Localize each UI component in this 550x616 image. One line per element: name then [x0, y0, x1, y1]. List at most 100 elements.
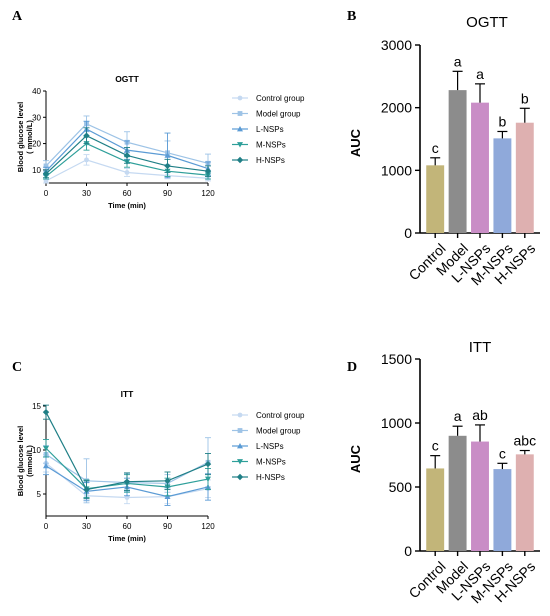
x-tick-label: 90: [163, 189, 172, 198]
significance-letter: abc: [514, 433, 537, 449]
significance-letter: a: [454, 53, 462, 69]
y-tick-label: 2000: [381, 100, 412, 116]
bar: [471, 441, 489, 551]
x-tick-label: 120: [201, 522, 215, 531]
y-axis-label: AUC: [348, 444, 363, 473]
y-tick-label: 40: [32, 87, 41, 96]
bar: [448, 435, 467, 551]
data-point: [123, 478, 131, 485]
legend-marker: [236, 473, 244, 481]
data-point: [164, 477, 171, 484]
y-tick-label: 10: [32, 446, 41, 455]
data-point: [204, 167, 212, 175]
significance-letter: c: [432, 140, 439, 156]
y-tick-label: 1000: [381, 415, 412, 431]
x-tick-label: 0: [44, 522, 49, 531]
x-tick-label: 0: [44, 189, 49, 198]
y-axis-label: (mmol/L): [25, 445, 34, 477]
significance-letter: c: [432, 438, 439, 454]
legend-marker: [236, 156, 244, 164]
significance-letter: b: [499, 113, 507, 129]
data-point: [205, 476, 211, 483]
data-point: [204, 460, 212, 468]
legend-label: L-NSPs: [256, 442, 284, 451]
panel-letter-a: A: [12, 9, 23, 24]
legend-marker: [237, 126, 243, 132]
y-tick-label: 1000: [381, 162, 412, 178]
data-point: [83, 132, 90, 139]
y-tick-label: 20: [32, 140, 41, 149]
x-tick-label: 30: [82, 189, 91, 198]
legend-label: Model group: [256, 427, 301, 436]
data-point: [164, 152, 171, 158]
ogtt-line-chart: OGTT 10 20 30 40 0 30 60 90 120 Time (min) Blood gl…: [16, 74, 305, 210]
significance-letter: ab: [472, 407, 488, 423]
itt-line-chart: ITT 5 10 15 0 30 60 90 120 Time (min) Blood glucos…: [16, 389, 305, 543]
panel-letter-c: C: [12, 360, 22, 375]
chart-title: OGTT: [466, 14, 508, 31]
bar: [515, 454, 534, 551]
y-tick-label: 0: [404, 225, 412, 241]
bar: [515, 122, 534, 233]
y-tick-label: 3000: [381, 37, 412, 53]
data-point: [124, 170, 130, 175]
legend-marker: [237, 95, 243, 101]
chart-title: ITT: [469, 339, 492, 356]
data-point: [123, 152, 131, 159]
significance-letter: c: [499, 445, 506, 461]
y-axis-label: Blood glucose level: [16, 102, 25, 172]
legend-label: Model group: [256, 110, 301, 119]
data-point: [43, 462, 49, 469]
chart-title: ITT: [121, 389, 135, 399]
data-point: [164, 493, 171, 500]
data-point: [42, 170, 50, 177]
legend-marker: [237, 459, 243, 465]
bar: [426, 468, 445, 551]
data-point: [124, 495, 130, 500]
y-tick-label: 30: [32, 113, 41, 122]
legend-marker: [237, 111, 243, 116]
bar: [448, 90, 467, 234]
significance-letter: b: [521, 90, 529, 106]
legend-label: M-NSPs: [256, 458, 286, 467]
x-axis-label: Time (min): [108, 534, 146, 543]
y-tick-label: 15: [32, 402, 41, 411]
panel-letter-b: B: [347, 9, 356, 24]
legend-marker: [237, 428, 243, 433]
chart-title: OGTT: [115, 74, 139, 84]
y-axis-label: Blood glucose level: [16, 426, 25, 496]
data-point: [43, 445, 49, 452]
y-tick-label: 10: [32, 166, 41, 175]
y-tick-label: 5: [37, 490, 42, 499]
x-tick-label: 60: [123, 189, 132, 198]
legend-label: H-NSPs: [256, 473, 285, 482]
y-tick-label: 1500: [381, 351, 412, 367]
bar: [426, 165, 445, 233]
data-point: [43, 178, 49, 184]
y-axis-label: ( mmol/L): [25, 120, 34, 154]
x-tick-label: 120: [201, 189, 215, 198]
legend-label: H-NSPs: [256, 156, 285, 165]
y-tick-label: 0: [404, 543, 412, 559]
bar: [493, 469, 512, 551]
legend-label: L-NSPs: [256, 125, 284, 134]
legend-label: Control group: [256, 411, 305, 420]
y-axis-label: AUC: [348, 128, 363, 157]
data-point: [42, 408, 50, 416]
x-tick-label: 30: [82, 522, 91, 531]
legend-marker: [237, 443, 243, 449]
x-axis-label: Time (min): [108, 201, 146, 210]
legend-marker: [237, 412, 243, 418]
bar: [471, 102, 489, 233]
data-point: [43, 163, 49, 169]
legend-label: M-NSPs: [256, 141, 286, 150]
x-tick-label: 60: [123, 522, 132, 531]
data-point: [84, 157, 89, 163]
data-point: [83, 486, 90, 493]
x-tick-label: 90: [163, 522, 172, 531]
y-tick-label: 500: [389, 479, 413, 495]
legend-label: Control group: [256, 94, 305, 103]
